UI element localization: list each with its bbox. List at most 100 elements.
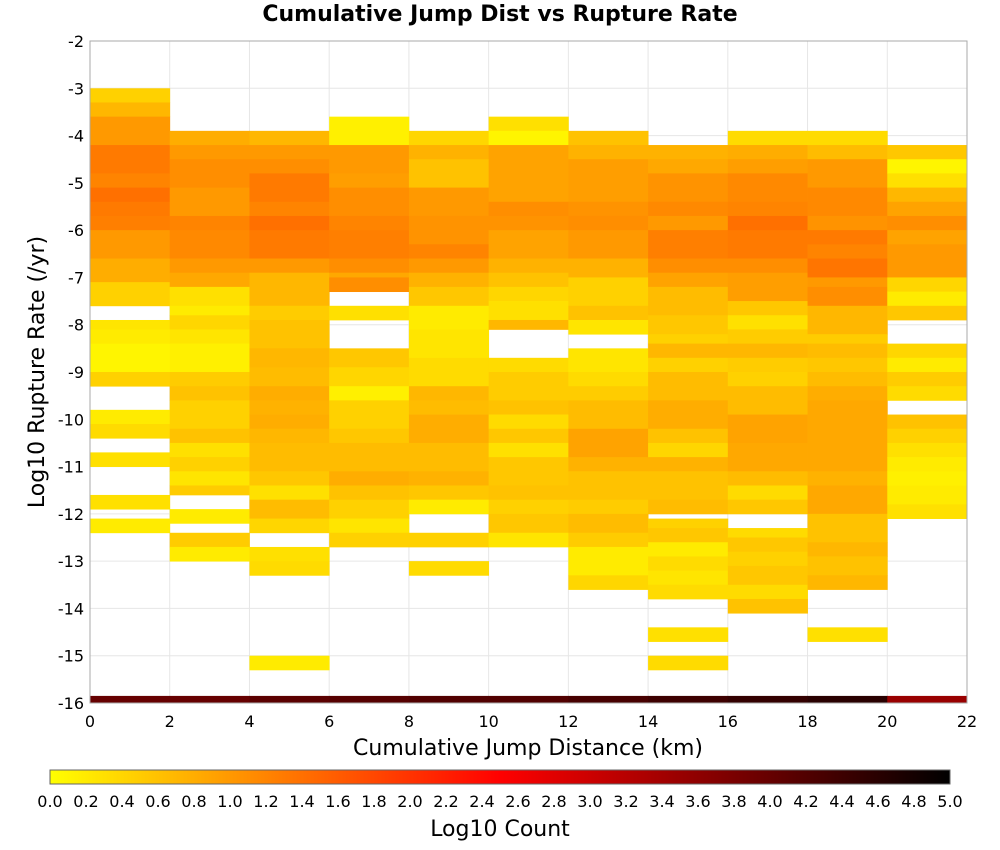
colorbar-tick-label: 1.8	[361, 792, 386, 811]
heatmap-cell	[648, 159, 729, 174]
heatmap-cell	[408, 272, 490, 288]
heatmap-cell	[249, 201, 330, 217]
heatmap-cell	[408, 187, 490, 217]
heatmap-cell	[727, 343, 808, 359]
heatmap-cell	[249, 319, 330, 349]
heatmap-cell	[249, 367, 330, 387]
heatmap-cell	[887, 372, 968, 387]
y-tick-label: -13	[58, 552, 84, 571]
heatmap-cell	[169, 485, 250, 496]
heatmap-cell	[887, 244, 968, 278]
heatmap-cell	[329, 532, 410, 548]
heatmap-cell	[90, 258, 171, 283]
heatmap-cell	[169, 329, 250, 345]
heatmap-cell	[727, 258, 808, 274]
heatmap-cell	[90, 215, 171, 231]
heatmap-cell	[568, 305, 649, 321]
x-tick-label: 8	[404, 712, 414, 731]
heatmap-cell	[249, 348, 330, 368]
heatmap-cell	[807, 343, 888, 359]
heatmap-cell	[169, 386, 250, 401]
heatmap-cell	[329, 499, 410, 519]
heatmap-cell	[727, 230, 808, 259]
heatmap-cell	[568, 145, 649, 160]
colorbar-tick-label: 4.2	[793, 792, 818, 811]
heatmap-cell	[408, 258, 490, 274]
heatmap-cell	[488, 357, 569, 373]
colorbar-tick-label: 0.0	[37, 792, 62, 811]
heatmap-cell	[90, 102, 171, 118]
heatmap-cell	[329, 173, 410, 188]
y-axis-title: Log10 Rupture Rate (/yr)	[25, 236, 50, 508]
heatmap-cell	[648, 556, 729, 571]
x-tick-label: 18	[797, 712, 817, 731]
heatmap-cell	[329, 428, 410, 444]
y-tick-label: -6	[68, 221, 84, 240]
heatmap-cell	[807, 471, 888, 486]
heatmap-cell	[488, 400, 569, 415]
heatmap-cell	[887, 173, 968, 188]
heatmap-cell	[90, 173, 171, 188]
heatmap-cell	[408, 329, 490, 359]
y-tick-label: -3	[68, 79, 84, 98]
heatmap-cell	[329, 305, 410, 321]
heatmap-cell	[488, 145, 569, 203]
heatmap-cell	[568, 319, 649, 335]
heatmap-cell	[568, 130, 649, 146]
heatmap-cell	[488, 442, 569, 458]
x-tick-label: 22	[957, 712, 977, 731]
heatmap-cell	[90, 424, 171, 439]
heatmap-cell	[329, 485, 410, 501]
heatmap-cell	[90, 372, 171, 387]
heatmap-cell	[727, 485, 808, 501]
heatmap-cell	[329, 187, 410, 217]
heatmap-cells	[90, 88, 968, 703]
colorbar-tick-label: 3.8	[721, 792, 746, 811]
heatmap-cell	[249, 546, 330, 562]
heatmap-cell	[807, 556, 888, 576]
heatmap-cell	[90, 329, 171, 345]
y-tick-label: -12	[58, 505, 84, 524]
heatmap-cell	[329, 386, 410, 401]
heatmap-cell	[807, 230, 888, 245]
heatmap-cell	[887, 159, 968, 174]
heatmap-cell	[887, 414, 968, 430]
colorbar-tick-labels: 0.0 0.2 0.4 0.6 0.8 1.0 1.2 1.4 1.6 1.8 2.0 2.2 2.4 2…	[37, 792, 962, 811]
heatmap-cell	[648, 145, 729, 160]
heatmap-cell	[169, 130, 250, 146]
heatmap-cell	[727, 173, 808, 203]
heatmap-cell	[807, 542, 888, 557]
heatmap-cell	[807, 357, 888, 373]
heatmap-cell	[807, 258, 888, 278]
heatmap-cell	[648, 570, 729, 586]
heatmap-cell	[648, 258, 729, 274]
x-tick-labels: 0 2 4 6 8 10 12 14 16 18 20 22	[85, 712, 977, 731]
heatmap-cell	[807, 372, 888, 387]
heatmap-cell	[807, 159, 888, 188]
heatmap-cell	[169, 532, 250, 548]
heatmap-cell	[169, 343, 250, 373]
heatmap-cell	[568, 695, 649, 703]
heatmap-cell	[727, 565, 808, 586]
heatmap-cell	[408, 244, 490, 259]
heatmap-cell	[648, 457, 729, 472]
heatmap-cell	[329, 258, 410, 274]
heatmap-cell	[488, 532, 569, 548]
heatmap-cell	[169, 315, 250, 330]
heatmap-cell	[727, 315, 808, 330]
heatmap-cell	[90, 88, 171, 103]
heatmap-cell	[408, 499, 490, 515]
heatmap-cell	[887, 428, 968, 444]
heatmap-cell	[727, 159, 808, 174]
heatmap-cell	[408, 130, 490, 146]
heatmap-cell	[249, 499, 330, 519]
heatmap-cell	[488, 230, 569, 259]
heatmap-cell	[329, 145, 410, 174]
colorbar-tick-label: 2.6	[505, 792, 530, 811]
heatmap-cell	[727, 372, 808, 387]
heatmap-cell	[727, 537, 808, 553]
plot-frame	[89, 40, 968, 704]
heatmap-cell	[249, 272, 330, 307]
heatmap-cell	[249, 145, 330, 160]
x-tick-label: 14	[638, 712, 658, 731]
